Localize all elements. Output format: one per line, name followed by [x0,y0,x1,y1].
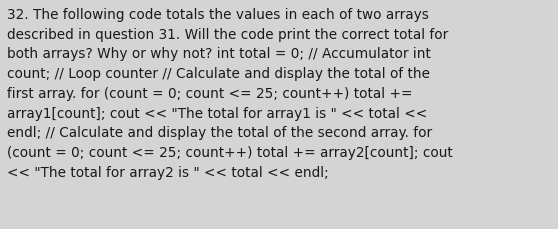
Text: 32. The following code totals the values in each of two arrays
described in ques: 32. The following code totals the values… [7,8,453,179]
